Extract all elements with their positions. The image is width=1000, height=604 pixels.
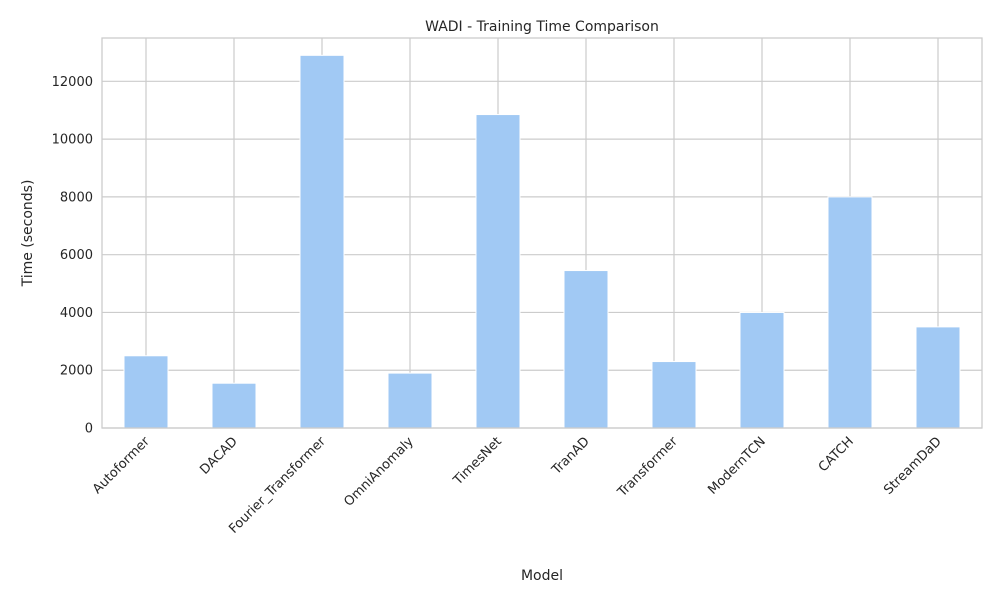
y-axis-label: Time (seconds): [20, 180, 36, 288]
x-tick-label: TimesNet: [450, 434, 505, 489]
y-tick-label: 0: [85, 422, 93, 437]
bars: [123, 54, 961, 429]
x-tick-label: Autoformer: [90, 434, 153, 497]
x-tick-label: ModernTCN: [705, 434, 768, 497]
y-tick-label: 4000: [60, 306, 93, 321]
x-tick-label: Transformer: [614, 434, 681, 501]
x-tick-label: OmniAnomaly: [341, 434, 417, 510]
bar-omnianomaly: [387, 372, 433, 429]
bar-autoformer: [123, 355, 169, 429]
x-tick-label: StreamDaD: [881, 434, 945, 498]
y-tick-label: 6000: [60, 248, 93, 263]
y-tick-label: 2000: [60, 364, 93, 379]
plot-frame: [101, 37, 983, 429]
x-tick-label: TranAD: [549, 434, 593, 478]
bar-timesnet: [475, 114, 521, 429]
bar-fourier-transformer: [299, 54, 345, 429]
y-tick-label: 12000: [52, 75, 93, 90]
y-tick-label: 8000: [60, 190, 93, 205]
bar-dacad: [211, 382, 257, 429]
bar-moderntcn: [739, 311, 785, 429]
y-ticks: 0 2000 4000 6000 8000 10000 12000: [52, 75, 93, 437]
bar-tranad: [563, 270, 609, 429]
x-axis-label: Model: [521, 568, 563, 584]
x-tick-label: CATCH: [816, 434, 857, 475]
bar-catch: [827, 196, 873, 429]
y-tick-label: 10000: [52, 133, 93, 148]
x-tick-label: Fourier_Transformer: [226, 434, 329, 537]
x-tick-label: DACAD: [197, 434, 240, 477]
bar-streamdad: [915, 326, 961, 429]
bar-transformer: [651, 361, 697, 429]
chart-title: WADI - Training Time Comparison: [425, 19, 659, 35]
